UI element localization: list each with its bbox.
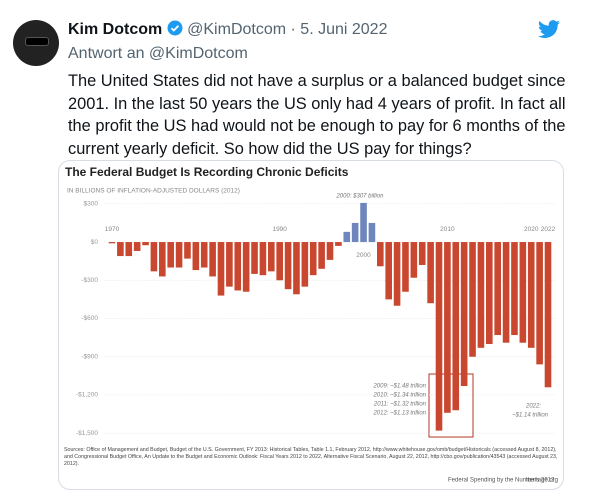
bar	[410, 242, 418, 278]
y-tick-label: $300	[84, 201, 99, 208]
bar	[444, 242, 451, 413]
bar	[452, 242, 460, 411]
bar	[133, 242, 141, 251]
bar	[519, 242, 527, 343]
bar	[301, 242, 309, 287]
y-tick-label: -$300	[81, 277, 98, 284]
y-tick-label: -$1,500	[76, 430, 98, 437]
bar	[234, 242, 242, 291]
bar	[427, 242, 434, 304]
chart-subtitle: IN BILLIONS OF INFLATION-ADJUSTED DOLLAR…	[67, 188, 240, 195]
bar	[536, 242, 543, 365]
chart-title: The Federal Budget Is Recording Chronic …	[65, 165, 349, 179]
bar	[108, 242, 116, 244]
separator: ·	[290, 21, 296, 38]
annotation: 2000: $307 billion	[335, 194, 384, 200]
bar	[268, 242, 275, 272]
bar	[326, 242, 334, 260]
reply-to[interactable]: Antwort an @KimDotcom	[68, 45, 248, 62]
bar	[125, 242, 133, 257]
tweet-date[interactable]: 5. Juni 2022	[300, 21, 388, 38]
x-tick-label: 2022	[541, 226, 556, 233]
bar	[209, 242, 216, 277]
bar	[159, 242, 166, 277]
bar	[511, 242, 518, 336]
bar	[385, 242, 392, 300]
annotation: 2010: ~$1.34 trillion	[372, 393, 426, 399]
annotation: 2022:	[525, 404, 541, 410]
bar	[251, 242, 258, 274]
bar	[276, 242, 283, 281]
annotation: 2011: ~$1.32 trillion	[373, 402, 427, 408]
annotation: 2009: ~$1.48 trillion	[372, 384, 426, 390]
bar	[293, 242, 300, 295]
bar	[486, 242, 493, 344]
x-tick-label: 1990	[272, 226, 287, 233]
bar	[226, 242, 233, 287]
bar	[435, 242, 443, 431]
avatar-glasses	[25, 37, 49, 46]
avatar[interactable]	[13, 20, 59, 66]
bar	[418, 242, 426, 265]
bar	[494, 242, 501, 336]
tweet-header: Kim Dotcom @KimDotcom · 5. Juni 2022	[68, 20, 387, 39]
bar	[150, 242, 158, 272]
bar	[175, 242, 183, 268]
footer: Federal Spending by the Numbers 2012	[448, 478, 555, 484]
bar	[217, 242, 225, 296]
x-tick-label: 2000	[356, 252, 371, 259]
bar	[460, 242, 468, 387]
user-handle[interactable]: @KimDotcom	[187, 21, 287, 38]
bar	[167, 242, 174, 268]
bar	[360, 202, 367, 243]
annotation: 2012: ~$1.13 trillion	[372, 411, 426, 417]
y-tick-label: -$600	[81, 315, 98, 322]
bar	[377, 242, 384, 267]
bar	[469, 242, 476, 357]
bar	[477, 242, 485, 348]
y-tick-label: -$900	[81, 353, 98, 360]
bar	[527, 242, 535, 348]
x-tick-label: 2020	[524, 226, 539, 233]
sources: Sources: Office of Management and Budget…	[64, 447, 558, 467]
bar	[335, 242, 342, 246]
y-tick-label: $0	[91, 239, 99, 246]
bar	[343, 231, 351, 243]
bar	[544, 242, 552, 388]
bar	[402, 242, 409, 292]
user-name[interactable]: Kim Dotcom	[68, 21, 163, 38]
twitter-logo[interactable]	[537, 20, 561, 40]
sources-box: Sources: Office of Management and Budget…	[64, 447, 558, 467]
bar	[200, 242, 208, 268]
bar	[284, 242, 292, 290]
y-tick-label: -$1,200	[76, 392, 98, 399]
bar	[502, 242, 510, 343]
bar	[309, 242, 317, 276]
bar	[259, 242, 267, 276]
bar	[142, 242, 149, 246]
bar	[242, 242, 250, 292]
x-tick-label: 1970	[105, 226, 120, 233]
bar	[318, 242, 325, 269]
bar	[351, 222, 359, 243]
tweet-text: The United States did not have a surplus…	[68, 72, 566, 158]
x-tick-label: 2010	[440, 226, 455, 233]
bar	[368, 222, 376, 243]
verified-badge	[167, 20, 183, 36]
bar	[192, 242, 200, 271]
bar	[117, 242, 124, 257]
annotation: ~$1.14 trillion	[512, 413, 549, 419]
brand: heritage.org	[526, 478, 558, 484]
bar	[184, 242, 191, 259]
highlight-box	[428, 373, 474, 438]
bar	[393, 242, 401, 306]
